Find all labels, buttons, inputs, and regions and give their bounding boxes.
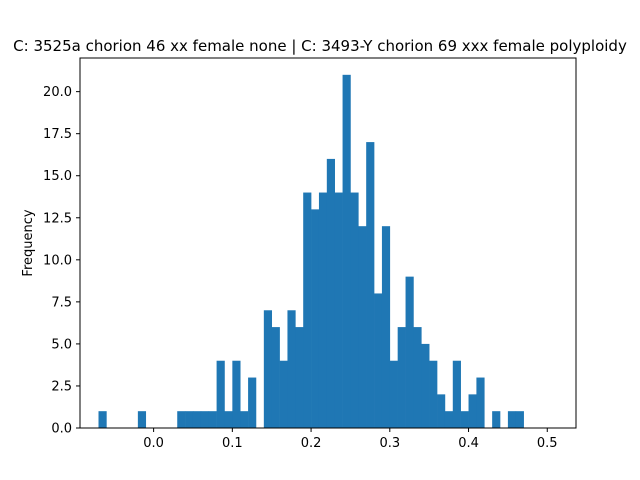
x-tick-label: 0.3 <box>379 436 400 451</box>
histogram-bar <box>492 411 501 428</box>
histogram-bar <box>366 142 375 428</box>
histogram-bar <box>311 209 320 428</box>
histogram-bar <box>185 411 194 428</box>
y-tick-label: 15.0 <box>43 169 72 184</box>
histogram-bar <box>476 377 485 428</box>
histogram-bar <box>303 192 312 428</box>
x-tick-label: 0.4 <box>458 436 479 451</box>
y-tick-label: 17.5 <box>43 127 72 142</box>
histogram-bar <box>208 411 217 428</box>
histogram-bar <box>421 343 430 428</box>
plot-frame <box>79 57 577 429</box>
x-axis: 0.0 0.1 0.2 0.3 0.4 0.5 <box>143 428 558 451</box>
y-tick-label: 7.5 <box>51 295 72 310</box>
histogram-bar <box>232 360 241 428</box>
histogram-bar <box>460 411 469 428</box>
histogram-bar <box>507 411 517 428</box>
histogram-bar <box>326 158 335 428</box>
y-tick-label: 5.0 <box>51 337 72 352</box>
histogram-bar <box>248 377 257 428</box>
y-tick-label: 12.5 <box>43 211 72 226</box>
chart-title: C: 3525a chorion 46 xx female none | C: … <box>13 37 627 55</box>
histogram-bar <box>437 394 446 428</box>
y-axis: 0.0 2.5 5.0 7.5 10.0 12.5 15.0 17.5 20.0 <box>43 85 80 437</box>
histogram-bar <box>137 411 147 428</box>
histogram-bar <box>358 226 367 428</box>
x-tick-label: 0.2 <box>301 436 322 451</box>
histogram-bar <box>381 226 391 428</box>
histogram-bar <box>334 192 343 428</box>
bars-group <box>98 74 524 429</box>
histogram-bar <box>452 360 461 428</box>
y-tick-label: 20.0 <box>43 85 72 100</box>
histogram-bar <box>177 411 186 428</box>
histogram-bar <box>444 411 454 428</box>
x-tick-label: 0.5 <box>537 436 558 451</box>
histogram-bar <box>216 360 225 428</box>
histogram-bar <box>342 74 351 429</box>
y-axis-title: Frequency <box>21 209 36 276</box>
histogram-bar <box>192 411 202 428</box>
histogram-bar <box>240 411 249 428</box>
histogram-bar <box>287 310 296 428</box>
histogram-bar <box>515 411 524 428</box>
histogram-bar <box>295 327 304 428</box>
x-tick-label: 0.0 <box>143 436 164 451</box>
histogram-bar <box>374 293 383 428</box>
histogram-bar <box>318 192 328 428</box>
histogram-bar <box>224 411 233 428</box>
histogram-bar <box>98 411 107 428</box>
histogram-bar <box>413 327 422 428</box>
histogram-bar <box>279 360 288 428</box>
histogram-bar <box>263 310 273 428</box>
histogram-bar <box>350 192 359 428</box>
histogram-bar <box>200 411 210 428</box>
histogram-bar <box>429 360 438 428</box>
y-tick-label: 0.0 <box>51 422 72 437</box>
histogram-bar <box>389 360 398 428</box>
histogram-bar <box>397 327 406 428</box>
histogram-bar <box>271 327 280 428</box>
x-tick-label: 0.1 <box>222 436 243 451</box>
y-tick-label: 2.5 <box>51 379 72 394</box>
y-tick-label: 10.0 <box>43 253 72 268</box>
histogram-bar <box>405 276 414 428</box>
histogram-bar <box>468 394 477 428</box>
